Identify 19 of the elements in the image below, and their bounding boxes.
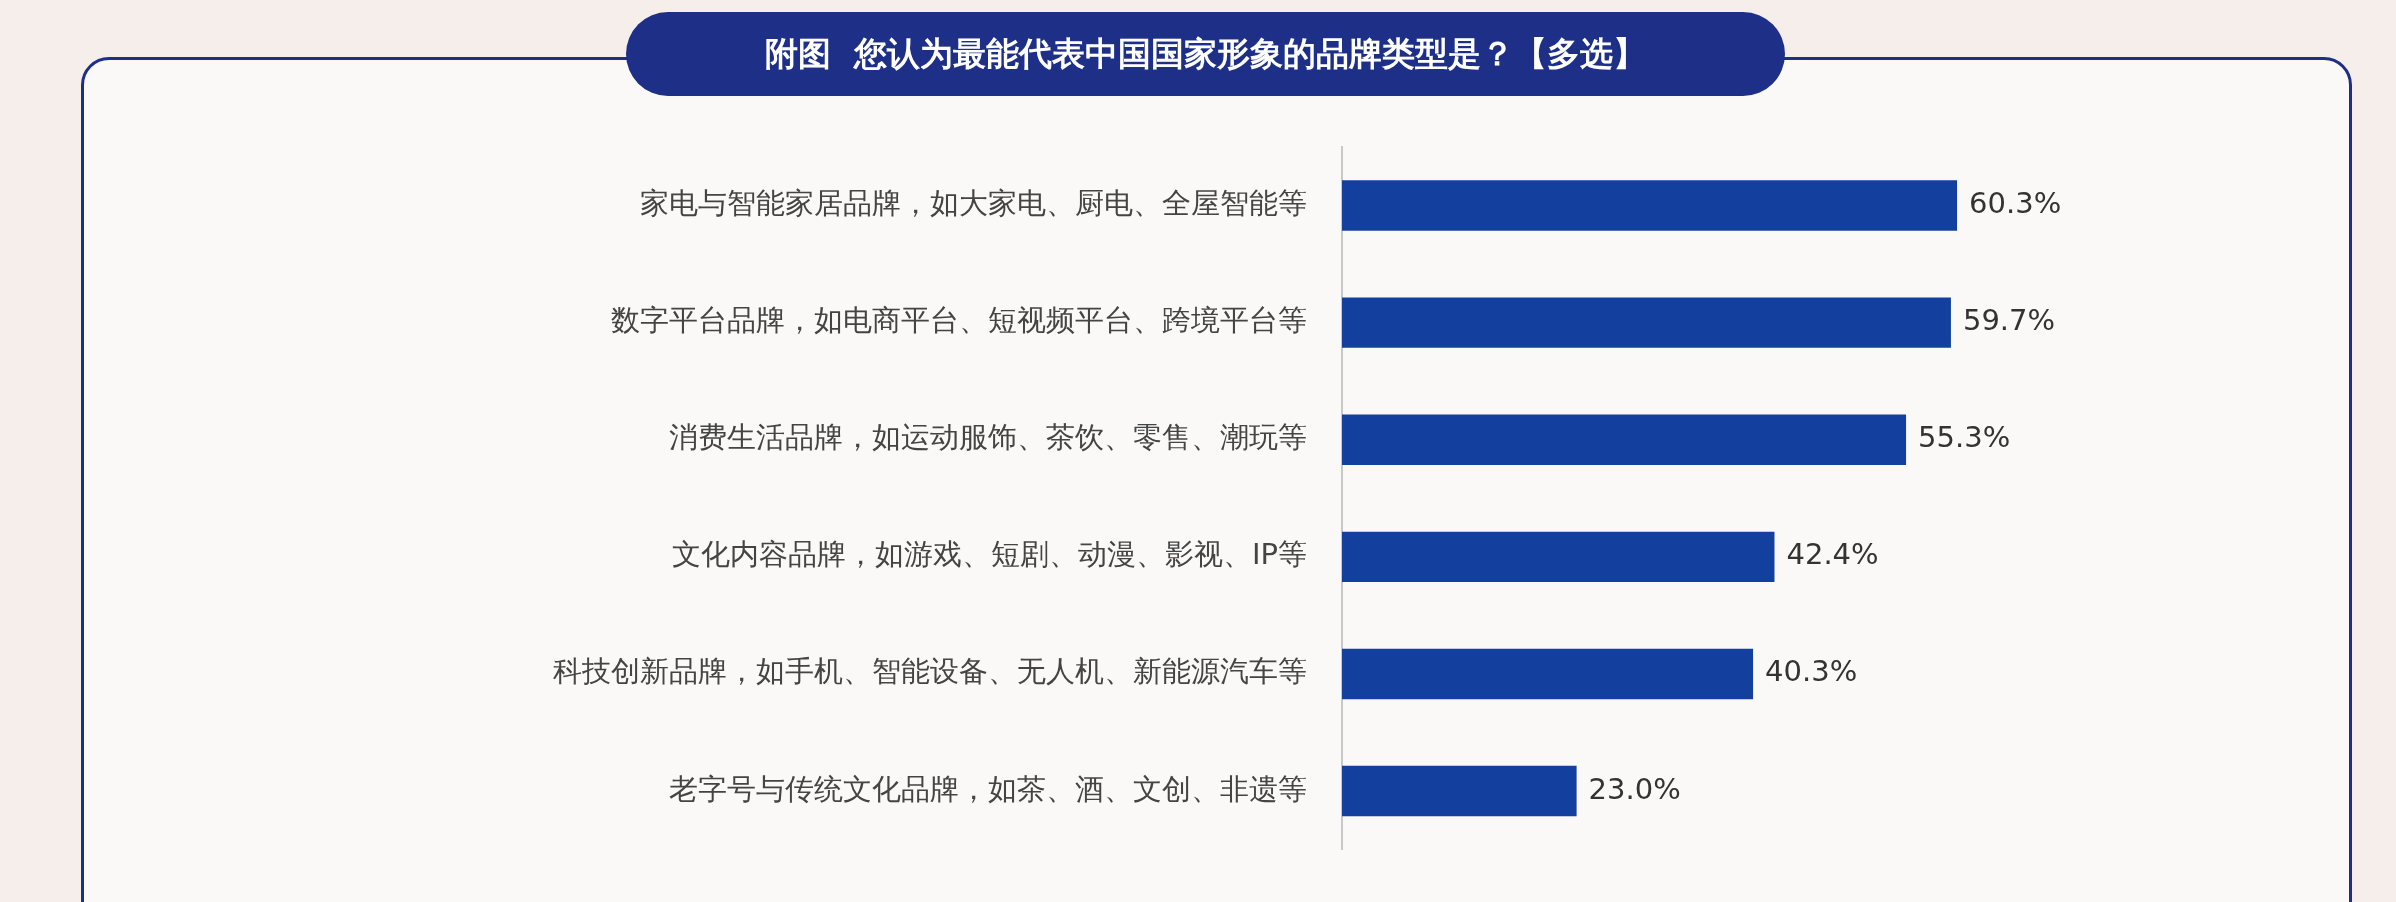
bar	[1342, 414, 1907, 465]
y-tick-label: 老字号与传统文化品牌，如茶、酒、文创、非遗等	[669, 771, 1307, 806]
bar	[1342, 180, 1958, 231]
bar	[1342, 297, 1951, 348]
bar	[1342, 531, 1775, 583]
y-tick-label: 科技创新品牌，如手机、智能设备、无人机、新能源汽车等	[553, 654, 1307, 689]
data-label: 55.3%	[1918, 420, 2011, 455]
data-label: 23.0%	[1588, 771, 1681, 806]
chart-title: 附图 您认为最能代表中国国家形象的品牌类型是？【多选】	[626, 12, 1785, 96]
y-tick-label: 数字平台品牌，如电商平台、短视频平台、跨境平台等	[611, 303, 1307, 338]
y-tick-label: 消费生活品牌，如运动服饰、茶饮、零售、潮玩等	[669, 420, 1307, 455]
y-tick-label: 家电与智能家居品牌，如大家电、厨电、全屋智能等	[640, 186, 1307, 221]
data-label: 40.3%	[1765, 654, 1858, 689]
bar	[1342, 765, 1577, 817]
data-label: 42.4%	[1786, 537, 1879, 572]
bar	[1342, 648, 1754, 700]
data-label: 59.7%	[1962, 303, 2056, 338]
y-tick-label: 文化内容品牌，如游戏、短剧、动漫、影视、IP等	[671, 537, 1307, 572]
data-label: 60.3%	[1969, 186, 2062, 221]
